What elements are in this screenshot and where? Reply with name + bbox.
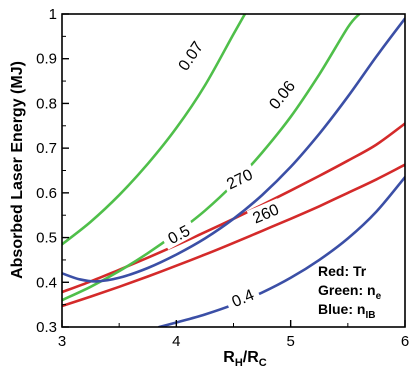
y-tick-label: 0.3 <box>36 319 57 336</box>
contour-label-0.4: 0.4 <box>223 282 262 313</box>
legend-entry-blue: Blue: nIB <box>318 301 375 321</box>
x-tick-label: 4 <box>172 333 180 350</box>
contour-label-bg <box>159 218 198 250</box>
legend-entry-green: Green: ne <box>318 282 382 302</box>
y-tick-label: 0.7 <box>36 140 57 157</box>
x-tick-label: 6 <box>401 333 409 350</box>
contour-label-bg <box>261 72 302 117</box>
legend-entry-red: Red: Tr <box>318 263 367 279</box>
contour-label-0.07: 0.07 <box>170 33 210 79</box>
legend: Red: Tr Green: ne Blue: nIB <box>318 263 382 321</box>
contour-line-ne-0.07 <box>62 14 247 246</box>
x-tick-label: 5 <box>286 333 294 350</box>
y-axis-label: Absorbed Laser Energy (MJ) <box>9 61 26 279</box>
contour-label-bg <box>170 33 210 79</box>
tick-layer: 3 4 5 6 0.3 0.4 0.5 0.6 0.7 0.8 0.9 1 <box>36 6 409 350</box>
x-axis-label: RH/RC <box>223 349 267 369</box>
contour-label-bg <box>223 282 262 313</box>
y-tick-label: 0.4 <box>36 274 57 291</box>
series-layer <box>62 14 405 327</box>
x-tick-label: 3 <box>58 333 66 350</box>
y-tick-label: 0.6 <box>36 185 57 202</box>
contour-line-nIB-0.4 <box>157 175 405 327</box>
contour-line-ne-0.06 <box>62 14 361 302</box>
y-tick-label: 0.5 <box>36 230 57 247</box>
y-tick-label: 1 <box>49 6 57 23</box>
contour-line-Tr-260 <box>62 163 405 308</box>
y-tick-label: 0.9 <box>36 51 57 68</box>
y-tick-label: 0.8 <box>36 95 57 112</box>
contour-label-bg <box>246 198 285 228</box>
contour-label-bg <box>220 163 258 194</box>
contour-line-nIB-0.5 <box>62 17 405 283</box>
